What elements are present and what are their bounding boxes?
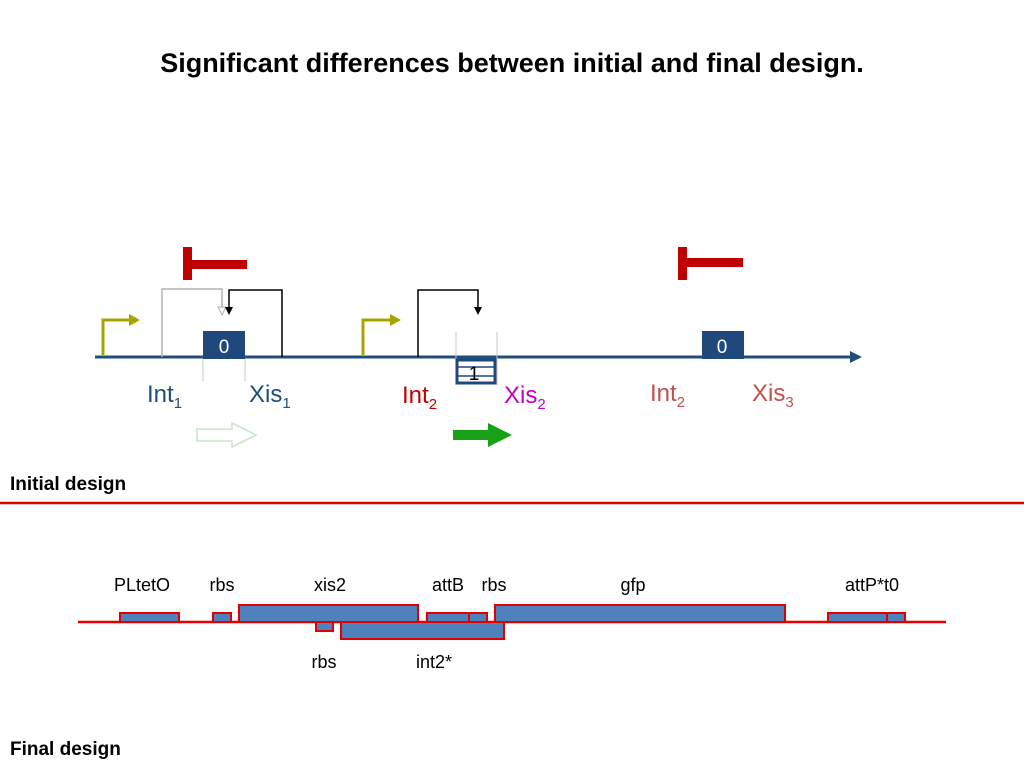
part-label-attb: attB xyxy=(432,575,464,595)
part-label-attp-t0: attP*t0 xyxy=(845,575,899,595)
part-label-xis2: xis2 xyxy=(314,575,346,595)
part-box-pltet0 xyxy=(119,612,180,623)
site-1-bracket xyxy=(228,289,283,357)
slide-title: Significant differences between initial … xyxy=(160,48,864,78)
backbone-arrowhead xyxy=(850,351,862,363)
initial-design-diagram: 0 1 0 Int1 Xis1 Int2 Xis2 Int2 Xis3 xyxy=(95,247,862,449)
site-box-1-label: 0 xyxy=(219,337,230,358)
part-label-gfp: gfp xyxy=(620,575,645,595)
part-label-rbs-reverse: rbs xyxy=(311,652,336,672)
part-box-rbs-1 xyxy=(212,612,232,623)
site-1-faded-arrowhead-icon xyxy=(217,306,227,317)
gene-label-xis1: Xis1 xyxy=(249,381,291,412)
gfp-arrow-faded-icon xyxy=(196,421,258,449)
part-label-rbs-1: rbs xyxy=(209,575,234,595)
gene-label-int1: Int1 xyxy=(147,381,182,412)
repressor-2-icon xyxy=(678,247,743,280)
part-label-rbs-2: rbs xyxy=(481,575,506,595)
gene-label-xis3: Xis3 xyxy=(752,380,794,411)
site-box-2-label: 1 xyxy=(469,364,480,385)
promoter-1-arrowhead xyxy=(129,314,140,326)
site-box-1 xyxy=(203,331,245,359)
part-box-xis2 xyxy=(238,604,419,623)
gene-label-xis2: Xis2 xyxy=(504,382,546,413)
site-2-bracket xyxy=(417,289,479,357)
part-box-rbs-2 xyxy=(468,612,488,623)
part-box-attp xyxy=(827,612,888,623)
part-box-int2 xyxy=(340,621,505,640)
site-box-3-label: 0 xyxy=(717,337,728,358)
site-1-arrowhead-icon xyxy=(225,307,233,315)
promoter-2-icon xyxy=(361,318,391,355)
final-design-construct: PLtetO rbs xis2 attB rbs gfp attP*t0 rbs… xyxy=(78,575,946,672)
site-box-3 xyxy=(702,331,744,359)
promoter-1-icon xyxy=(101,318,130,355)
final-design-label: Final design xyxy=(10,739,121,760)
gene-label-int2-inactive: Int2 xyxy=(650,380,685,411)
part-label-pltet0: PLtetO xyxy=(114,575,170,595)
gene-label-int2-active: Int2 xyxy=(402,382,437,413)
part-box-attb xyxy=(426,612,470,623)
part-box-rbs-reverse xyxy=(315,621,334,632)
promoter-2-arrowhead xyxy=(390,314,401,326)
initial-design-label: Initial design xyxy=(10,474,126,495)
site-2-arrowhead-icon xyxy=(474,307,482,315)
part-label-int2: int2* xyxy=(416,652,452,672)
gfp-arrow-icon xyxy=(453,423,512,447)
part-box-gfp xyxy=(494,604,786,623)
site-box-2 xyxy=(455,358,497,385)
repressor-1-icon xyxy=(183,247,247,280)
part-box-t0 xyxy=(886,612,906,623)
site-1-bracket-faded xyxy=(161,288,223,357)
